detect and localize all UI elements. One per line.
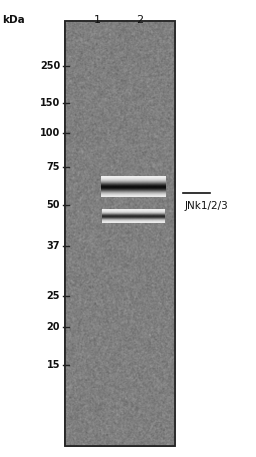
Text: 25: 25 xyxy=(47,291,60,301)
Text: JNk1/2/3: JNk1/2/3 xyxy=(185,201,229,211)
Text: 37: 37 xyxy=(47,241,60,251)
Text: 250: 250 xyxy=(40,61,60,71)
Text: 2: 2 xyxy=(136,15,143,25)
Text: 75: 75 xyxy=(47,162,60,172)
Text: 15: 15 xyxy=(47,360,60,370)
Text: 1: 1 xyxy=(94,15,101,25)
Text: 50: 50 xyxy=(47,200,60,210)
Bar xyxy=(65,21,175,446)
Bar xyxy=(65,21,175,446)
Text: kDa: kDa xyxy=(3,15,25,25)
Text: 150: 150 xyxy=(40,98,60,108)
Text: 20: 20 xyxy=(47,322,60,332)
Text: 100: 100 xyxy=(40,128,60,138)
